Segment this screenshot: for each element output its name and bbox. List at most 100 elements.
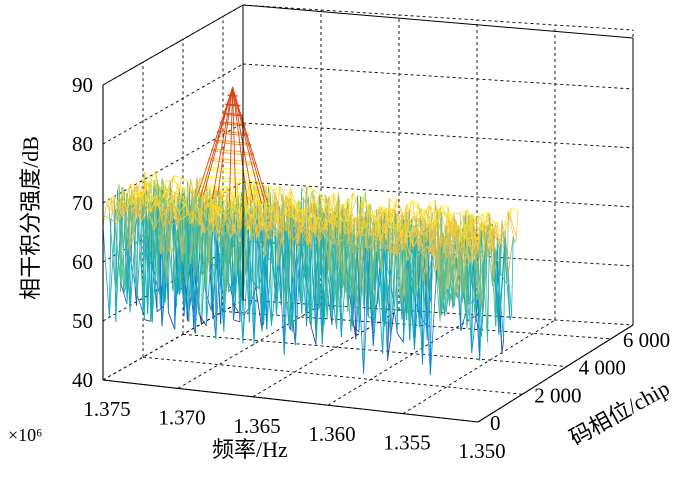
surface-mesh-segment [250,216,253,236]
surface-mesh-segment [191,191,199,199]
surface-mesh-segment [454,212,461,215]
surface-mesh-segment [375,217,384,240]
surface-mesh-segment [161,209,164,307]
surface-mesh-segment [307,224,311,238]
surface-mesh-segment [356,219,365,236]
surface-mesh-segment [321,221,329,230]
surface-mesh-segment [150,212,153,323]
surface-mesh-segment [110,210,113,219]
surface-mesh-segment [509,207,513,216]
z-tick-label: 80 [72,132,93,156]
surface-mesh-segment [108,218,112,318]
surface-mesh-segment [244,207,252,236]
surface-mesh-segment [279,186,287,196]
surface-mesh-segment [337,240,341,268]
surface-mesh-segment [325,237,328,320]
surface-mesh-segment [229,205,233,212]
surface-mesh-segment [388,252,392,340]
peak-contour [216,130,250,136]
surface-mesh-segment [267,217,276,240]
surface-mesh-segment [396,239,399,257]
z-tick-label: 60 [72,250,93,274]
surface-mesh-segment [247,224,250,323]
surface-mesh-segment [147,206,155,231]
surface-mesh-segment [366,224,374,319]
surface-mesh-segment [350,224,353,234]
surface-mesh-segment [285,209,288,215]
surface-mesh-segment [233,304,241,315]
surface-mesh-segment [280,193,284,213]
surface-mesh-segment [242,207,245,344]
surface-mesh-segment [311,189,314,193]
surface-mesh-segment [231,205,239,213]
surface-mesh-segment [180,186,184,196]
surface-mesh-segment [291,206,299,212]
surface-mesh-segment [461,247,469,261]
surface-mesh-segment [445,265,453,313]
surface-mesh-segment [468,248,476,261]
surface-mesh-segment [401,233,409,261]
surface-mesh-segment [255,211,263,232]
surface-mesh-segment [221,229,229,237]
surface-mesh-segment [204,200,212,210]
surface-mesh-segment [442,232,450,254]
surface-mesh-segment [265,186,268,189]
surface-mesh-segment [269,231,277,308]
surface-mesh-segment [380,215,388,361]
surface-mesh-segment [305,226,309,246]
surface-mesh-segment [498,245,501,315]
surface-mesh-segment [108,209,117,318]
surface-mesh-segment [421,253,425,283]
surface-mesh-segment [476,213,484,218]
surface-mesh-segment [471,236,474,262]
surface-mesh-segment [204,223,212,233]
surface-mesh-segment [269,226,272,326]
surface-mesh-segment [500,232,503,274]
surface-mesh-segment [347,234,350,312]
surface-mesh-segment [158,184,166,189]
surface-mesh-segment [293,218,301,223]
surface-mesh-segment [180,191,183,197]
axes-frame [102,4,634,423]
surface-mesh-segment [299,227,307,244]
surface-mesh-segment [446,214,449,222]
surface-mesh-segment [140,222,144,312]
surface-mesh-segment [425,220,433,223]
surface-mesh-segment [252,211,255,217]
surface-mesh-segment [352,243,355,254]
surface-mesh-segment [500,243,508,249]
surface-mesh-segment [112,195,115,211]
surface-mesh-segment [466,236,474,240]
surface-mesh-segment [458,243,466,267]
surface-mesh-segment [409,208,417,218]
surface-mesh-segment [379,216,387,250]
surface-mesh-segment [434,242,442,301]
surface-mesh-segment [218,291,222,325]
surface-mesh-segment [137,179,145,186]
surface-mesh-segment [369,248,377,253]
surface-mesh-segment [385,238,388,361]
surface-mesh-segment [509,215,517,238]
surface-mesh-segment [159,207,163,255]
surface-mesh-segment [353,243,357,308]
surface-mesh-segment [220,227,223,237]
surface-mesh-segment [450,225,458,243]
surface-mesh-segment [175,183,179,192]
peak-contour [210,149,255,156]
surface-mesh-segment [425,237,428,277]
surface-mesh-segment [380,206,384,219]
surface-mesh-segment [423,230,431,234]
surface-mesh-segment [105,204,113,212]
surface-mesh-segment [172,201,180,213]
surface-mesh-segment [352,192,360,210]
surface-mesh-segment [280,198,288,218]
z-grid-line [242,63,634,90]
surface-mesh-segment [331,229,334,244]
surface-mesh-segment [318,226,326,238]
surface-mesh-segment [225,205,233,212]
surface-mesh-segment [420,253,423,283]
surface-mesh-segment [415,282,423,297]
surface-mesh-segment [458,224,466,227]
surface-mesh-segment [452,242,460,245]
surface-mesh-segment [201,191,209,223]
